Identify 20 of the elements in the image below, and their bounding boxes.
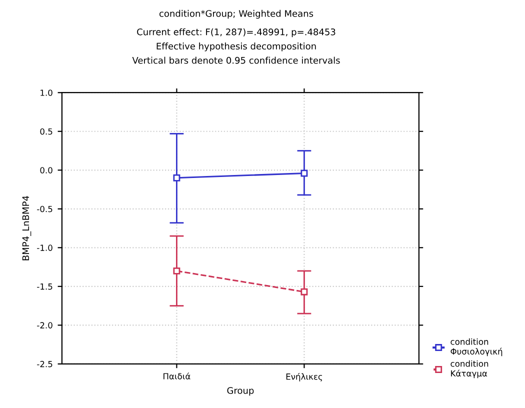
y-tick-label: 0.5 <box>40 128 52 135</box>
y-tick-label: -1.5 <box>37 284 52 290</box>
chart-subtitle: Current effect: F(1, 287)=.48991, p=.48453 Effective hypothesis decomposition Vertical bars denote 0.95 confidence intervals <box>132 28 340 64</box>
legend-label: condition Φυσιολογική <box>450 338 502 356</box>
y-tick-label: -1.0 <box>37 244 52 251</box>
point <box>300 288 308 296</box>
y-tick-label: -2.5 <box>37 360 52 368</box>
legend-label: condition Κάταγμα <box>450 360 488 378</box>
y-tick-label: -2.0 <box>37 322 52 328</box>
x-tick-label: Ενήλικες <box>286 372 322 382</box>
x-axis-title: Group <box>227 387 254 396</box>
y-tick-label: 0.0 <box>40 167 52 174</box>
point <box>173 174 180 182</box>
x-tick-label: Παιδιά <box>164 372 190 380</box>
point <box>300 170 308 177</box>
y-axis-title: BMP4_LnBMP4 <box>22 196 32 260</box>
point <box>173 267 180 274</box>
y-tick-label: 1.0 <box>40 90 52 96</box>
chart-title: condition*Group; Weighted Means <box>159 10 314 19</box>
y-tick-label: -0.5 <box>37 206 52 212</box>
